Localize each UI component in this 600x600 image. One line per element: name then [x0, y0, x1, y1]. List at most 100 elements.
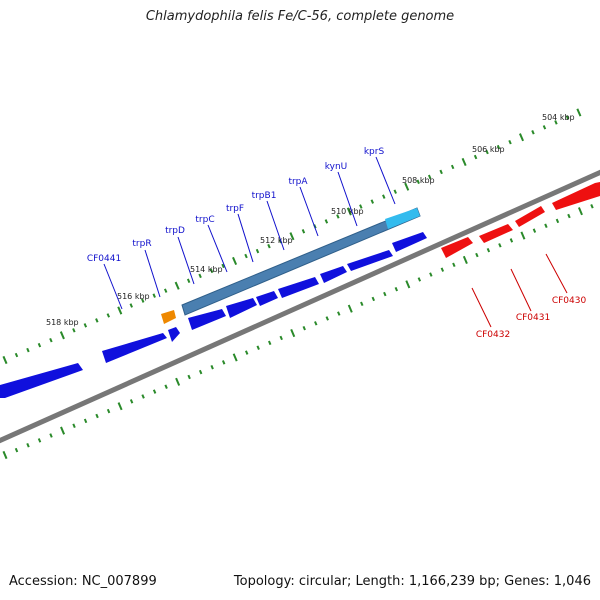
gene-arrow[interactable] [552, 182, 600, 210]
gene-label[interactable]: kynU [325, 162, 348, 172]
ruler-tick [393, 189, 397, 194]
ruler-tick [232, 353, 238, 362]
ruler-label: 506 kbp [472, 145, 505, 154]
ruler-tick [198, 273, 202, 279]
ruler-tick [302, 325, 306, 331]
ruler-tick [565, 115, 570, 120]
accession-label: Accession: NC_007899 [9, 574, 157, 589]
ruler-tick [475, 252, 479, 258]
gene-arrow[interactable] [278, 277, 319, 298]
leader-line [299, 186, 319, 237]
ruler-tick [221, 360, 226, 365]
ruler-tick [26, 347, 30, 353]
ruler-tick [383, 291, 387, 297]
ruler-tick [567, 213, 571, 219]
ruler-tick [359, 204, 363, 209]
ruler-tick [210, 364, 214, 370]
ruler-tick [59, 331, 65, 340]
ruler-tick [555, 218, 560, 224]
ruler-tick [590, 204, 594, 209]
gene-arrow[interactable] [479, 224, 513, 243]
gene-label[interactable]: trpB1 [252, 191, 277, 201]
ruler-tick [485, 149, 489, 155]
reverse-genes [441, 182, 600, 258]
ruler-tick [336, 214, 340, 219]
gene-label[interactable]: trpD [165, 226, 185, 236]
ruler-tick [221, 263, 225, 269]
ruler-tick [106, 408, 111, 414]
ruler-label: 508 kbp [402, 176, 435, 185]
gene-arrow[interactable] [392, 232, 427, 252]
gene-arrow[interactable] [320, 266, 347, 283]
ruler-tick [394, 286, 399, 292]
ruler-tick [496, 144, 501, 150]
gene-label[interactable]: trpF [226, 204, 244, 214]
gene-arrow[interactable] [102, 333, 167, 363]
ruler-tick [95, 413, 99, 419]
leader-line [237, 213, 254, 263]
gene-label[interactable]: trpA [288, 177, 308, 187]
ruler-tick [2, 355, 8, 365]
ruler-label: 510 kbp [331, 207, 364, 216]
ruler-tick [129, 303, 133, 308]
ruler-tick [450, 164, 455, 170]
ruler-tick [301, 229, 306, 234]
ruler-tick [129, 399, 134, 404]
ruler-tick [37, 438, 42, 443]
ruler-tick [498, 243, 502, 248]
ruler-tick [14, 352, 19, 358]
gene-label[interactable]: CF0441 [87, 254, 121, 264]
ruler-tick [117, 402, 123, 411]
ruler-tick [370, 199, 375, 204]
ruler-tick [520, 231, 526, 240]
ruler-tick [279, 335, 283, 341]
ruler-label: 512 kbp [260, 236, 293, 245]
ruler-tick [346, 207, 352, 216]
ruler-tick [60, 426, 66, 435]
ruler-tick [37, 342, 42, 348]
leader-line [103, 263, 123, 310]
ruler-tick [95, 318, 99, 323]
ruler-tick [462, 255, 468, 264]
ruler-tick [72, 328, 76, 333]
gene-arrow[interactable] [161, 310, 176, 324]
gene-label[interactable]: kprS [364, 147, 385, 157]
gene-label[interactable]: trpR [132, 239, 151, 249]
ruler-tick [577, 207, 583, 216]
ruler-tick [174, 281, 180, 290]
ruler-tick [519, 133, 525, 142]
ruler-tick [244, 350, 249, 355]
leader-line [177, 236, 195, 285]
ruler-tick [232, 256, 238, 266]
gene-arrow[interactable] [226, 298, 257, 318]
gene-labels: CF0441 trpR trpD trpC trpF trpB1 trpA kynU kprS C… [87, 147, 587, 340]
ruler-tick [371, 296, 376, 302]
gene-arrow[interactable] [515, 206, 545, 227]
gene-arrow[interactable] [256, 291, 278, 306]
ruler-tick [461, 157, 467, 167]
ruler-tick [439, 169, 443, 175]
ruler-tick [452, 262, 456, 268]
ruler-tick [49, 433, 53, 438]
gene-arrow[interactable] [188, 309, 226, 330]
gene-arrow[interactable] [347, 250, 393, 271]
ruler-tick [473, 154, 478, 160]
gene-label[interactable]: CF0431 [516, 313, 550, 323]
leader-line [144, 249, 161, 298]
gene-label[interactable]: CF0432 [476, 330, 510, 340]
gene-arrow[interactable] [168, 327, 180, 342]
gene-arrow[interactable] [0, 363, 83, 398]
ruler-tick [486, 247, 491, 253]
ruler-tick [404, 182, 410, 191]
gene-label[interactable]: trpC [195, 215, 214, 225]
ruler-tick [325, 316, 329, 321]
leader-line [545, 253, 568, 294]
gene-label[interactable]: CF0430 [552, 296, 587, 306]
ruler-label: 516 kbp [117, 292, 150, 301]
ruler-tick [531, 130, 535, 135]
gene-arrow[interactable] [441, 237, 473, 258]
gene-label-leaders [103, 156, 568, 328]
genome-stats-label: Topology: circular; Length: 1,166,239 bp… [233, 574, 591, 589]
inner-ruler [2, 204, 594, 460]
